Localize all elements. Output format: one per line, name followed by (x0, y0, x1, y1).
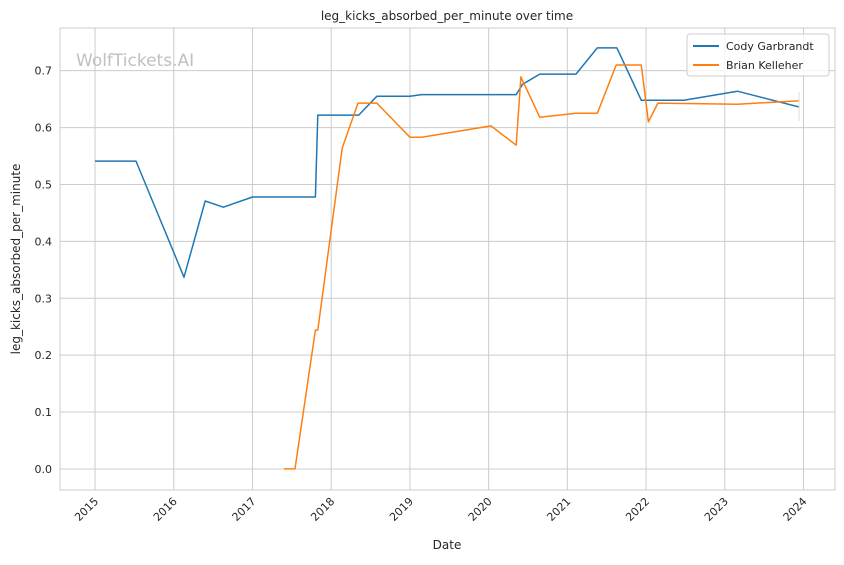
legend-label: Cody Garbrandt (726, 40, 814, 53)
y-tick-label: 0.2 (35, 349, 53, 362)
x-tick-label: 2017 (230, 495, 259, 524)
y-tick-label: 0.1 (35, 406, 53, 419)
chart-title: leg_kicks_absorbed_per_minute over time (321, 9, 573, 23)
x-tick-label: 2022 (623, 495, 652, 524)
legend-box (686, 33, 830, 77)
y-tick-label: 0.4 (35, 235, 53, 248)
y-tick-label: 0.5 (35, 178, 53, 191)
x-tick-label: 2015 (72, 495, 101, 524)
series-line-brian-kelleher (284, 64, 800, 470)
y-axis-label: leg_kicks_absorbed_per_minute (9, 164, 23, 355)
x-tick-label: 2020 (466, 495, 495, 524)
series-lines (95, 47, 800, 470)
x-tick-label: 2021 (544, 495, 573, 524)
series-line-cody-garbrandt (95, 47, 800, 278)
x-tick-label: 2023 (702, 495, 731, 524)
legend-label: Brian Kelleher (726, 59, 803, 72)
x-tick-labels: 2015 2016 2017 2018 2019 2020 2021 2022 2023 2024 (72, 495, 809, 524)
y-tick-label: 0.0 (35, 463, 53, 476)
y-tick-label: 0.7 (35, 65, 53, 78)
x-axis-label: Date (433, 538, 462, 552)
plot-frame (59, 27, 836, 491)
legend: Cody Garbrandt Brian Kelleher (686, 33, 830, 77)
grid (60, 28, 835, 490)
x-tick-label: 2018 (308, 495, 337, 524)
y-tick-label: 0.3 (35, 292, 53, 305)
x-tick-label: 2019 (387, 495, 416, 524)
y-tick-label: 0.6 (35, 122, 53, 135)
x-tick-label: 2024 (781, 495, 810, 524)
x-tick-label: 2016 (151, 495, 180, 524)
watermark: WolfTickets.AI (76, 51, 194, 71)
y-tick-labels: 0.0 0.1 0.2 0.3 0.4 0.5 0.6 0.7 (35, 65, 53, 476)
